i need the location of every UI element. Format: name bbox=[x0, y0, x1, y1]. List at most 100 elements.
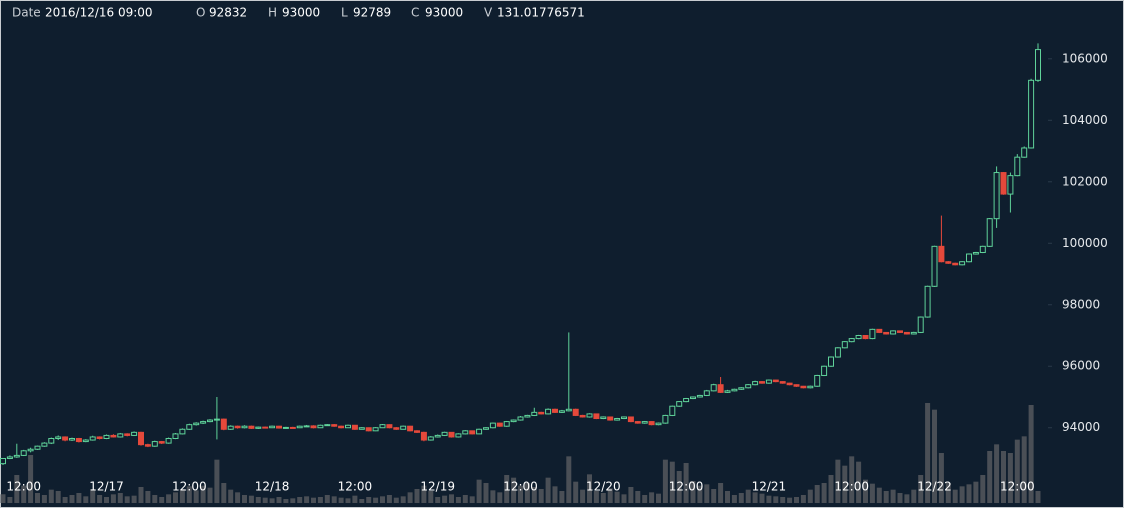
volume-bar bbox=[628, 487, 634, 503]
volume-bar bbox=[1007, 453, 1013, 503]
volume-bar bbox=[676, 471, 682, 503]
candle-body bbox=[6, 456, 13, 459]
volume-bar bbox=[28, 455, 34, 503]
volume-bar bbox=[41, 495, 47, 503]
candle-body bbox=[710, 384, 717, 392]
candle-body bbox=[317, 424, 324, 429]
volume-bar bbox=[849, 456, 855, 503]
candle-body bbox=[669, 405, 676, 416]
candle-body bbox=[862, 335, 869, 340]
candle-body bbox=[690, 396, 696, 400]
candle-body bbox=[565, 408, 572, 412]
candle-body bbox=[179, 428, 186, 435]
candle-body bbox=[938, 245, 945, 263]
volume-bar bbox=[794, 497, 799, 503]
volume-bar bbox=[656, 493, 661, 503]
candle-body bbox=[117, 433, 124, 438]
volume-bar bbox=[449, 494, 454, 503]
candle-body bbox=[289, 426, 296, 429]
volume-bar bbox=[787, 497, 793, 503]
candle-body bbox=[62, 436, 69, 441]
volume-bar bbox=[421, 485, 427, 503]
candle-body bbox=[220, 418, 227, 430]
volume-bar bbox=[48, 489, 54, 503]
volume-bar bbox=[897, 493, 903, 503]
header-value: 131.01776571 bbox=[497, 6, 585, 20]
candle-body bbox=[979, 245, 986, 253]
volume-bar bbox=[255, 497, 261, 503]
candle-body bbox=[48, 437, 55, 444]
volume-bar bbox=[393, 497, 399, 503]
candle-body bbox=[276, 425, 282, 429]
candle-body bbox=[358, 427, 365, 430]
volume-bar bbox=[138, 487, 144, 503]
candle-body bbox=[993, 172, 1000, 220]
candle-body bbox=[986, 218, 993, 247]
candle-body bbox=[531, 411, 538, 416]
candle-body bbox=[1035, 49, 1041, 81]
volume-bar bbox=[642, 495, 648, 503]
volume-bar bbox=[821, 483, 827, 503]
x-tick-label: 12/17 bbox=[89, 480, 124, 494]
candle-body bbox=[269, 425, 276, 429]
volume-bar bbox=[7, 497, 13, 503]
x-tick-label: 12/19 bbox=[420, 480, 455, 494]
volume-bar bbox=[842, 465, 848, 503]
volume-bar bbox=[697, 485, 703, 503]
volume-bar bbox=[200, 485, 206, 503]
volume-bar bbox=[745, 489, 751, 503]
candle-body bbox=[82, 439, 89, 443]
volume-bar bbox=[1021, 436, 1027, 503]
volume-bar bbox=[117, 493, 123, 503]
candle-body bbox=[131, 431, 138, 436]
volume-bar bbox=[1014, 439, 1020, 503]
volume-bar bbox=[352, 495, 358, 503]
volume-bar bbox=[538, 489, 544, 503]
candle-body bbox=[807, 385, 814, 389]
candle-body bbox=[151, 441, 158, 447]
candle-body bbox=[510, 419, 517, 423]
volume-bar bbox=[876, 487, 882, 503]
volume-bar bbox=[407, 492, 413, 503]
candle-body bbox=[13, 454, 20, 458]
candle-body bbox=[138, 431, 144, 446]
volume-bar bbox=[345, 498, 351, 503]
volume-bar bbox=[731, 495, 737, 503]
candle-body bbox=[455, 433, 462, 438]
candle-body bbox=[703, 390, 710, 396]
x-tick-label: 12:00 bbox=[6, 480, 41, 494]
x-tick-label: 12:00 bbox=[338, 480, 373, 494]
volume-bar bbox=[435, 497, 441, 503]
candle-body bbox=[959, 261, 966, 266]
candle-body bbox=[296, 425, 303, 429]
candle-body bbox=[282, 426, 289, 429]
volume-bar bbox=[669, 461, 675, 503]
volume-bar bbox=[462, 495, 468, 503]
volume-bar bbox=[35, 493, 40, 503]
volume-bar bbox=[925, 403, 931, 503]
candle-body bbox=[717, 384, 724, 393]
x-tick-label: 12:00 bbox=[172, 480, 207, 494]
volume-bar bbox=[800, 495, 806, 503]
volume-bar bbox=[980, 475, 986, 503]
candle-body bbox=[448, 431, 455, 438]
candle-body bbox=[648, 421, 655, 426]
candle-body bbox=[414, 430, 420, 433]
candle-body bbox=[828, 356, 834, 367]
volume-bar bbox=[890, 489, 896, 503]
candle-body bbox=[800, 385, 807, 389]
candle-body bbox=[572, 408, 579, 416]
volume-bar bbox=[166, 494, 172, 503]
candle-body bbox=[917, 316, 924, 333]
volume-bar bbox=[966, 484, 972, 503]
candle-body bbox=[724, 390, 731, 393]
volume-bar bbox=[807, 489, 813, 503]
volume-bar bbox=[683, 463, 689, 503]
candle-body bbox=[683, 398, 690, 403]
candle-body bbox=[586, 413, 593, 418]
candle-body bbox=[552, 408, 558, 413]
candle-body bbox=[110, 434, 117, 438]
header-label: H bbox=[268, 6, 277, 20]
volume-bar bbox=[90, 489, 96, 503]
x-tick-label: 12:00 bbox=[1000, 480, 1035, 494]
